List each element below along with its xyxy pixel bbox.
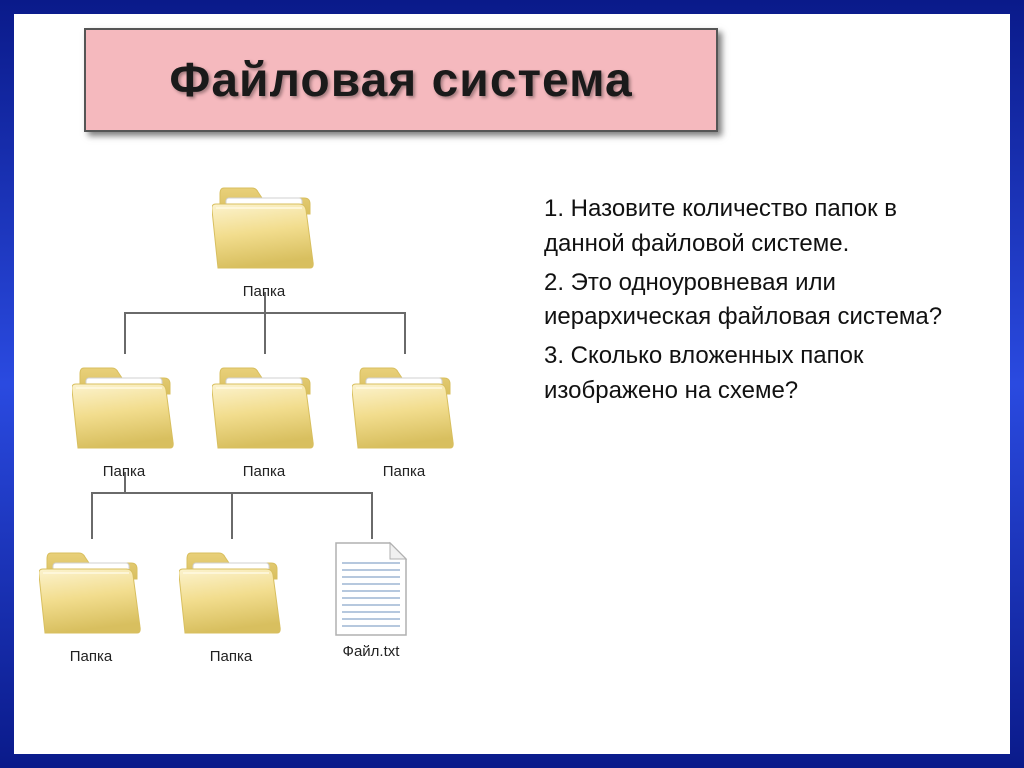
- title-text: Файловая система: [169, 53, 632, 108]
- folder-tree-diagram: Папка Папка: [14, 174, 534, 744]
- node-label: Папка: [209, 283, 319, 300]
- question-3: 3. Сколько вложенных папок изображено на…: [544, 339, 984, 409]
- folder-node: Папка: [209, 174, 319, 300]
- node-label: Папка: [36, 648, 146, 665]
- folder-icon: [352, 354, 456, 454]
- folder-node: Папка: [176, 539, 286, 665]
- slide-area: Файловая система 1. Назовите количество …: [14, 14, 1010, 754]
- connector: [264, 312, 266, 354]
- slide-frame: Файловая система 1. Назовите количество …: [0, 0, 1024, 768]
- node-label: Папка: [349, 463, 459, 480]
- node-label: Папка: [176, 648, 286, 665]
- connector: [124, 312, 126, 354]
- file-node: Файл.txt: [316, 539, 426, 660]
- connector: [231, 492, 233, 539]
- node-label: Папка: [69, 463, 179, 480]
- node-label: Файл.txt: [316, 643, 426, 660]
- title-box: Файловая система: [84, 28, 718, 132]
- connector: [91, 492, 93, 539]
- connector: [371, 492, 373, 539]
- node-label: Папка: [209, 463, 319, 480]
- folder-node: Папка: [209, 354, 319, 480]
- folder-node: Папка: [349, 354, 459, 480]
- question-1: 1. Назовите количество папок в данной фа…: [544, 192, 984, 262]
- folder-icon: [179, 539, 283, 639]
- questions-block: 1. Назовите количество папок в данной фа…: [544, 192, 984, 413]
- folder-icon: [72, 354, 176, 454]
- connector: [404, 312, 406, 354]
- file-icon: [326, 539, 416, 639]
- folder-icon: [212, 174, 316, 274]
- folder-icon: [212, 354, 316, 454]
- question-2: 2. Это одноуровневая или иерархическая ф…: [544, 266, 984, 336]
- folder-node: Папка: [36, 539, 146, 665]
- folder-node: Папка: [69, 354, 179, 480]
- folder-icon: [39, 539, 143, 639]
